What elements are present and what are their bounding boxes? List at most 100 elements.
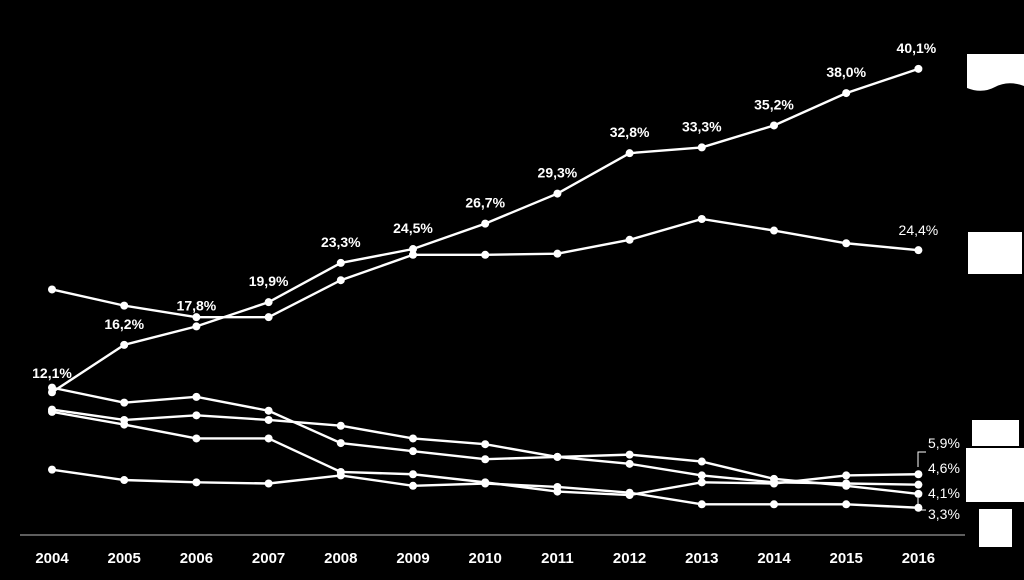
- point-s5-2007: [264, 434, 273, 443]
- point-s4-2008: [336, 421, 345, 430]
- point-s1-2009: [409, 245, 417, 254]
- legend-swatch-4: [966, 448, 1024, 502]
- x-tick-label-2012: 2012: [613, 550, 646, 567]
- point-s4-2011: [553, 452, 562, 461]
- point-s3-2008: [336, 439, 345, 448]
- x-tick-labels: 2004 2005 2006 2007 2008 2009 2010 2011 2012 2013…: [35, 550, 935, 567]
- data-label-s2-2016: 24,4%: [899, 222, 939, 238]
- point-s2-2010: [481, 250, 490, 259]
- legend-swatch-3: [972, 420, 1019, 446]
- point-s1-2016: [914, 64, 923, 73]
- data-label-s1-2016: 40,1%: [897, 40, 937, 56]
- point-s6-2014: [770, 500, 778, 509]
- point-s2-2014: [770, 226, 778, 235]
- point-s4-2009: [409, 434, 417, 443]
- point-s6-2006: [192, 478, 201, 487]
- point-s5-2005: [120, 420, 129, 429]
- point-s5-2016: [914, 470, 923, 479]
- point-s5-2006: [192, 434, 201, 443]
- series-line-1: [51, 67, 919, 394]
- point-s6-2013: [697, 500, 706, 509]
- point-s1-2008: [336, 258, 345, 267]
- point-s2-2004: [48, 285, 56, 294]
- point-s4-2013: [697, 471, 706, 480]
- data-label-s1-2006: 17,8%: [177, 297, 217, 313]
- point-s2-2008: [336, 276, 345, 285]
- x-tick-label-2009: 2009: [396, 550, 429, 567]
- x-tick-label-2005: 2005: [108, 550, 141, 567]
- data-label-s1-2005: 16,2%: [104, 316, 144, 332]
- data-label-s6-2016: 5,9%: [928, 435, 960, 451]
- x-tick-label-2006: 2006: [180, 550, 213, 567]
- point-s2-2005: [120, 301, 129, 310]
- data-label-s1-2007: 19,9%: [249, 273, 289, 289]
- leader-line-3-3: [917, 498, 926, 511]
- x-tick-label-2014: 2014: [757, 550, 791, 567]
- point-s6-2008: [336, 471, 345, 480]
- x-tick-label-2015: 2015: [830, 550, 863, 567]
- data-label-s1-2013: 33,3%: [682, 118, 722, 134]
- legend: [966, 54, 1024, 547]
- point-s6-2009: [409, 481, 417, 490]
- point-s2-2015: [842, 239, 851, 248]
- point-s3-2010: [481, 455, 490, 464]
- data-label-s1-2011: 29,3%: [538, 165, 578, 181]
- point-s2-2016: [914, 246, 923, 255]
- point-s1-2011: [553, 189, 562, 198]
- point-s2-2012: [625, 235, 634, 244]
- data-label-s3-2016: 3,3%: [928, 506, 960, 522]
- x-tick-label-2008: 2008: [324, 550, 357, 567]
- legend-swatch-1: [967, 54, 1024, 91]
- leader-line-5-9: [917, 451, 926, 467]
- point-s3-2009: [409, 447, 417, 456]
- x-tick-label-2016: 2016: [902, 550, 935, 567]
- legend-swatch-2: [968, 232, 1022, 274]
- point-s3-2006: [192, 392, 201, 401]
- point-s6-2005: [120, 476, 129, 485]
- point-s1-2007: [264, 298, 273, 307]
- label-leader-lines: [917, 451, 926, 511]
- point-s5-2009: [409, 470, 417, 479]
- point-s4-2015: [842, 479, 851, 488]
- point-s2-2013: [697, 214, 706, 223]
- point-s1-2005: [120, 340, 129, 349]
- point-s6-2007: [264, 479, 273, 488]
- series-line-6: [51, 468, 919, 509]
- x-tick-label-2011: 2011: [541, 550, 574, 567]
- point-s4-2016: [914, 480, 923, 489]
- point-s6-2012: [625, 488, 634, 497]
- point-s2-2011: [553, 249, 562, 258]
- x-tick-label-2004: 2004: [35, 550, 69, 567]
- point-s6-2010: [481, 479, 490, 488]
- data-labels: 12,1% 16,2% 17,8% 19,9% 23,3% 24,5% 26,7% 29,3%…: [32, 40, 960, 522]
- point-s2-2007: [264, 313, 273, 322]
- x-tick-label-2013: 2013: [685, 550, 718, 567]
- data-label-s1-2008: 23,3%: [321, 234, 361, 250]
- data-label-s1-2009: 24,5%: [393, 220, 433, 236]
- point-s6-2004: [48, 465, 56, 474]
- point-s4-2012: [625, 459, 634, 468]
- point-s3-2004: [48, 383, 56, 392]
- point-s2-2009: [409, 250, 417, 259]
- point-s4-2007: [264, 415, 273, 424]
- point-s5-2015: [842, 471, 851, 480]
- point-s3-2013: [697, 457, 706, 466]
- data-label-s1-2014: 35,2%: [754, 96, 794, 112]
- point-s1-2006: [192, 322, 201, 331]
- data-label-s1-2010: 26,7%: [465, 195, 505, 211]
- point-s6-2015: [842, 500, 851, 509]
- data-label-s1-2012: 32,8%: [610, 124, 650, 140]
- data-label-s5-2016: 4,6%: [928, 460, 960, 476]
- x-tick-label-2010: 2010: [469, 550, 502, 567]
- point-s3-2005: [120, 398, 129, 407]
- legend-swatch-5: [979, 509, 1012, 547]
- point-s3-2016: [914, 489, 923, 498]
- point-s6-2011: [553, 482, 562, 491]
- point-s3-2012: [625, 450, 634, 459]
- point-s5-2004: [48, 407, 56, 416]
- data-label-s1-2004: 12,1%: [32, 365, 72, 381]
- point-s1-2015: [842, 89, 851, 98]
- point-s5-2013: [697, 478, 706, 487]
- point-s3-2007: [264, 406, 273, 415]
